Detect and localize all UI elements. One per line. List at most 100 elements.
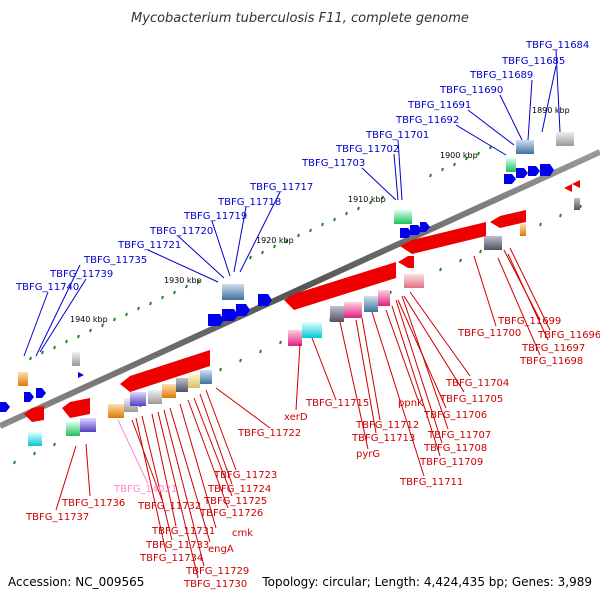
forward-gene-label: TBFG_11717 [249,182,313,193]
kbp-label: 1910 kbp [348,195,386,204]
gene-arrow [400,228,412,238]
gene-arrow [236,304,250,316]
gene-arrow [564,184,572,192]
gene-arrow [24,406,44,422]
reverse-gene-label: TBFG_11711 [399,477,463,488]
reverse-gene-label: xerD [284,412,308,423]
forward-leader-lines [23,49,561,357]
forward-gene-label: TBFG_11739 [49,269,113,280]
gene-arrow [24,392,34,402]
kbp-label: 1930 kbp [164,276,202,285]
forward-genes [0,132,574,412]
forward-gene-label: TBFG_11718 [217,197,281,208]
reverse-gene-label: TBFG_11715 [305,398,369,409]
reverse-gene-label: TBFG_11729 [185,566,249,577]
forward-gene-label: TBFG_11721 [117,240,181,251]
forward-gene-label: TBFG_11691 [407,100,471,111]
gene-box [72,352,80,366]
forward-gene-label: TBFG_11690 [439,85,503,96]
gene-arrow [0,402,10,412]
kbp-label: 1940 kbp [70,315,108,324]
gene-box [108,404,124,418]
reverse-gene-label: TBFG_11707 [427,430,491,441]
reverse-gene-label: pyrG [356,449,380,460]
forward-gene-label: TBFG_11684 [525,40,589,51]
gene-arrow [516,168,528,178]
gene-box [18,372,28,386]
map-title: Mycobacterium tuberculosis F11, complete… [131,11,469,26]
reverse-gene-label: TBFG_11704 [445,378,509,389]
forward-gene-label: TBFG_11689 [469,70,533,81]
forward-gene-label: TBFG_11719 [183,211,247,222]
reverse-gene-label: TBFG_11713 [351,433,415,444]
forward-gene-label: TBFG_11701 [365,130,429,141]
gene-arrow [284,262,396,310]
gene-arrow [410,225,422,235]
reverse-gene-label: TBFG_11698 [519,356,583,367]
gene-arrow [222,309,238,321]
gene-box [404,274,424,288]
gene-box [574,198,580,210]
reverse-gene-label: TBFG_11732 [137,501,201,512]
gene-arrow [400,222,486,254]
reverse-gene-label: TBFG_11731 [151,526,215,537]
gene-box [364,296,378,312]
reverse-gene-label: TBFG_11725 [203,496,267,507]
forward-gene-label: TBFG_11692 [395,115,459,126]
reverse-gene-label: TBFG_11706 [423,410,487,421]
reverse-gene-label: TBFG_11697 [521,343,585,354]
gene-box [200,370,212,384]
rna-leader-line [117,419,149,485]
gene-arrow [398,256,414,268]
gene-arrow [490,210,526,228]
reverse-gene-label: TBFG_11696 [537,330,600,341]
gene-arrow [36,388,46,398]
reverse-gene-label: TBFG_11709 [419,457,483,468]
gene-box [378,290,390,306]
kbp-label: 1900 kbp [440,151,478,160]
reverse-gene-label: engA [208,544,234,555]
gene-box [28,432,42,446]
kbp-scale-labels: 1890 kbp 1900 kbp 1910 kbp 1920 kbp 1930… [70,106,570,324]
gene-box [484,236,502,250]
forward-gene-label: TBFG_11740 [15,282,79,293]
rna-gene-label: TBFG_14021 [113,484,177,495]
gene-box [302,322,322,338]
gene-arrow [78,372,84,378]
gene-box [222,284,244,300]
gene-arrow [208,314,224,326]
gene-box [176,378,188,392]
reverse-genes [24,180,580,446]
gene-box [520,224,526,236]
reverse-gene-label: TBFG_11700 [457,328,521,339]
gene-arrow [120,350,210,392]
reverse-gene-label: TBFG_11705 [439,394,503,405]
gene-box [506,158,516,172]
gene-arrow [504,174,516,184]
gene-box [288,330,302,346]
forward-gene-label: TBFG_11702 [335,144,399,155]
genome-backbone [0,149,600,429]
gene-arrow [540,164,554,176]
gene-box [556,132,574,146]
reverse-gene-label: TBFG_11730 [183,579,247,590]
reverse-gene-label: TBFG_11734 [139,553,203,564]
genome-summary-text: Topology: circular; Length: 4,424,435 bp… [261,575,592,589]
reverse-gene-label: TBFG_11699 [497,316,561,327]
reverse-gene-label: TBFG_11736 [61,498,125,509]
gene-box [66,422,80,436]
outer-tick-row [29,145,492,361]
reverse-gene-label: TBFG_11733 [145,540,209,551]
forward-gene-label: TBFG_11703 [301,158,365,169]
gene-box [394,210,412,224]
gene-box [162,384,176,398]
forward-gene-label: TBFG_11735 [83,255,147,266]
gene-arrow [572,180,580,188]
gene-box [516,140,534,154]
gene-box [130,392,146,406]
reverse-gene-labels: TBFG_11699 TBFG_11700 TBFG_11696 TBFG_11… [25,316,600,590]
gene-box [148,390,162,404]
reverse-leader-lines [55,247,551,579]
gene-box [188,374,200,388]
